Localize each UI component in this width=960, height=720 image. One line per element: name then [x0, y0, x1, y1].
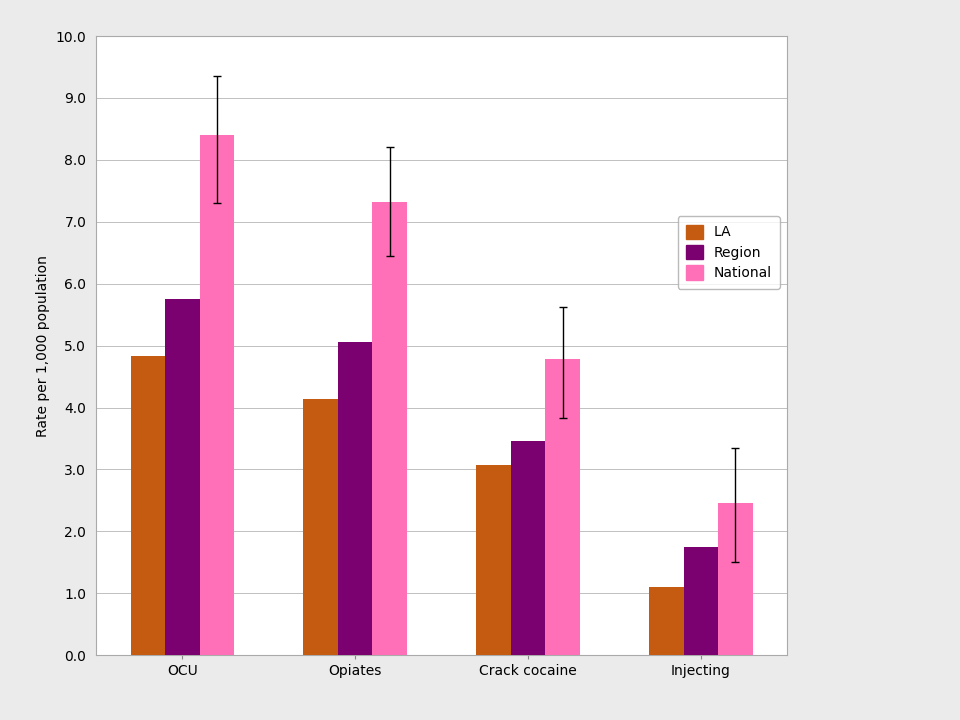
- Y-axis label: Rate per 1,000 population: Rate per 1,000 population: [36, 255, 50, 436]
- Bar: [200, 135, 234, 655]
- Bar: [131, 356, 165, 655]
- Bar: [718, 503, 753, 655]
- Bar: [511, 441, 545, 655]
- Bar: [303, 399, 338, 655]
- Bar: [684, 547, 718, 655]
- Bar: [649, 587, 684, 655]
- Bar: [476, 465, 511, 655]
- Bar: [545, 359, 580, 655]
- Bar: [372, 202, 407, 655]
- Legend: LA, Region, National: LA, Region, National: [678, 216, 780, 289]
- Bar: [165, 299, 200, 655]
- Bar: [338, 342, 372, 655]
